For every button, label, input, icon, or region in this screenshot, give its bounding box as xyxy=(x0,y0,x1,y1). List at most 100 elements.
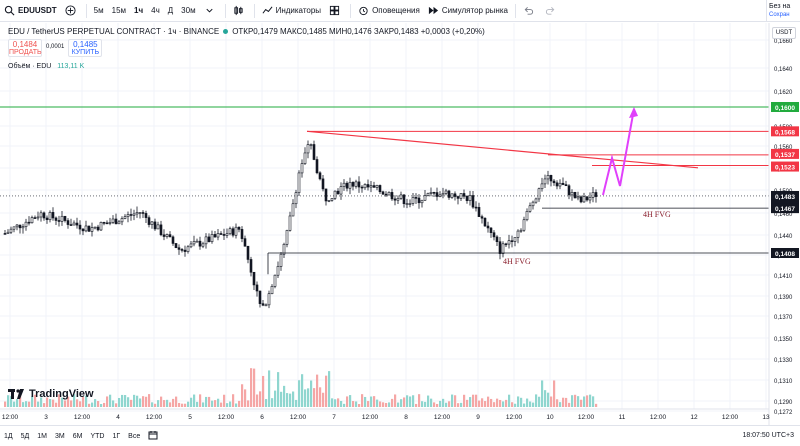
volume-bar xyxy=(400,399,403,407)
volume-bar xyxy=(541,380,544,407)
candle-body xyxy=(54,217,58,221)
candle-body xyxy=(252,271,256,286)
range-ytd[interactable]: YTD xyxy=(90,432,105,440)
volume-bar xyxy=(91,402,94,407)
time-tick-label: 3 xyxy=(44,414,48,421)
clock[interactable]: 18:07:50 UTC+3 xyxy=(742,432,794,439)
range-all[interactable]: Все xyxy=(128,432,141,440)
candle-body xyxy=(165,234,169,237)
candle-body xyxy=(585,196,589,201)
volume-bar xyxy=(442,398,445,407)
interval-1h[interactable]: 1ч xyxy=(134,6,144,15)
tradingview-logo[interactable]: TradingView xyxy=(8,388,94,400)
candle-body xyxy=(153,221,157,230)
price-label-bg xyxy=(771,102,799,112)
buy-button[interactable]: 0,1485 КУПИТЬ xyxy=(68,39,103,57)
candle-body xyxy=(231,228,235,236)
candle-body xyxy=(315,159,319,174)
candle-body xyxy=(276,266,280,276)
undo-button[interactable] xyxy=(519,0,541,22)
volume-bar xyxy=(406,395,409,407)
interval-1d[interactable]: Д xyxy=(167,6,174,15)
volume-bar xyxy=(352,401,355,407)
replay-button[interactable]: Симулятор рынка xyxy=(424,0,512,22)
symbol-title[interactable]: EDU / TetherUS PERPETUAL CONTRACT · 1ч ·… xyxy=(8,27,220,36)
volume-bar xyxy=(193,394,196,407)
price-label: 0,1600 xyxy=(775,105,795,112)
interval-4h[interactable]: 4ч xyxy=(151,6,160,15)
volume-bar xyxy=(169,402,172,407)
ohlc-values: ОТКР0,1479 МАКС0,1485 МИН0,1476 ЗАКР0,14… xyxy=(232,27,485,36)
volume-bar xyxy=(409,396,412,407)
candle-body xyxy=(189,243,193,248)
price-tick-label: 0,1460 xyxy=(774,212,793,218)
volume-bar xyxy=(427,395,430,407)
volume-bar xyxy=(157,400,160,407)
range-1d[interactable]: 1Д xyxy=(4,432,13,440)
account-layout-button[interactable]: Без на Сохран xyxy=(766,0,800,22)
candle-body xyxy=(450,193,454,198)
symbol-search[interactable]: EDUUSDT xyxy=(0,0,61,22)
time-tick-label: 13 xyxy=(762,414,770,421)
volume-bar xyxy=(136,395,139,407)
time-tick-label: 9 xyxy=(476,414,480,421)
volume-bar xyxy=(232,394,235,407)
time-tick-label: 6 xyxy=(260,414,264,421)
range-6m[interactable]: 6М xyxy=(72,432,83,440)
currency-button[interactable]: USDT xyxy=(772,27,796,39)
candle-body xyxy=(459,193,463,199)
price-axis[interactable]: 0,16600,16400,16200,15800,15600,15400,15… xyxy=(768,23,800,425)
alerts-button[interactable]: Оповещения xyxy=(354,0,424,22)
candle-body xyxy=(510,240,514,242)
candle-body xyxy=(297,172,301,193)
indicators-button[interactable]: Индикаторы xyxy=(258,0,325,22)
range-3m[interactable]: 3М xyxy=(55,432,65,440)
volume-bar xyxy=(217,398,220,407)
interval-5m[interactable]: 5м xyxy=(93,6,104,15)
volume-bar xyxy=(115,403,118,407)
volume-bar xyxy=(484,401,487,407)
volume-bar xyxy=(106,396,109,407)
sell-button[interactable]: 0,1484 ПРОДАТЬ xyxy=(8,39,42,57)
volume-bar xyxy=(520,397,523,407)
candle-body xyxy=(135,212,139,215)
range-1m[interactable]: 1М xyxy=(37,432,48,440)
goto-date-button[interactable] xyxy=(144,430,162,442)
volume-bar xyxy=(526,398,529,407)
interval-dropdown[interactable] xyxy=(200,0,222,22)
price-tick-label: 0,1660 xyxy=(774,39,793,45)
candle-body xyxy=(492,232,496,238)
volume-bar xyxy=(214,400,217,407)
save-link[interactable]: Сохран xyxy=(769,12,790,18)
range-5d[interactable]: 5Д xyxy=(20,432,30,440)
price-label: 0,1467 xyxy=(775,206,795,213)
volume-title[interactable]: Объём · EDU xyxy=(8,63,52,70)
volume-bar xyxy=(124,395,127,407)
candle-body xyxy=(69,224,73,226)
candle-body xyxy=(357,181,361,188)
templates-button[interactable] xyxy=(325,0,347,22)
candle-body xyxy=(15,224,19,228)
volume-bar xyxy=(277,372,280,407)
candle-body xyxy=(6,231,10,234)
interval-30m[interactable]: 30м xyxy=(181,6,196,15)
time-tick-label: 8 xyxy=(404,414,408,421)
price-label: 0,1568 xyxy=(775,129,795,136)
candle-body xyxy=(75,222,79,226)
compare-button[interactable] xyxy=(61,0,83,22)
candle-body xyxy=(168,234,172,238)
volume-bar xyxy=(589,394,592,407)
price-label: 0,1483 xyxy=(775,194,795,201)
volume-bar xyxy=(97,401,100,407)
candle-body xyxy=(171,236,175,244)
range-1y[interactable]: 1Г xyxy=(112,432,121,440)
volume-bar xyxy=(100,403,103,407)
candle-body xyxy=(267,293,271,306)
redo-button[interactable] xyxy=(541,0,563,22)
tradingview-icon xyxy=(8,389,24,399)
chart-type-button[interactable] xyxy=(229,0,251,22)
interval-15m[interactable]: 15м xyxy=(111,6,127,15)
volume-bar xyxy=(220,402,223,407)
time-axis[interactable]: 12:00 3 12:00 4 12:00 5 12:00 6 12:00 7 12:00 8 12:0… xyxy=(0,408,770,421)
